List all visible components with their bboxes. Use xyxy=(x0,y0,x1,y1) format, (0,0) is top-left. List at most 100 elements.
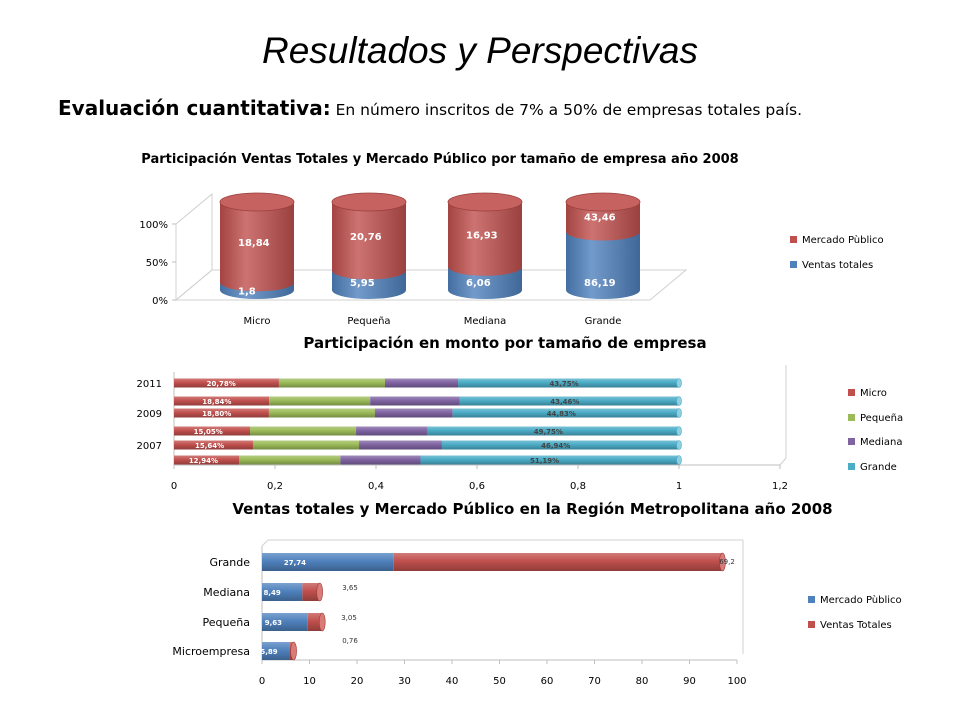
chart1-bar-ventas-totales xyxy=(566,231,640,299)
chart1-cylinder-top xyxy=(219,192,295,212)
chart2-data-label: 44,83% xyxy=(547,410,576,418)
chart1-bar-mercado-pùblico xyxy=(332,202,406,280)
chart3-category-label: Mediana xyxy=(203,586,250,599)
chart3-bar-cap xyxy=(316,582,323,602)
chart2-bar-grande xyxy=(452,408,679,418)
chart2-bar-grande xyxy=(427,426,679,436)
chart3-xtick-label: 10 xyxy=(303,676,316,687)
chart1-data-label: 18,84 xyxy=(238,238,270,249)
chart2-bar-cap xyxy=(676,455,682,465)
chart3-category-label: Pequeña xyxy=(203,616,250,629)
chart1-ytick-label: 0% xyxy=(152,296,168,307)
chart2-bar-micro xyxy=(174,440,253,450)
chart2-bar-pequeña xyxy=(278,378,385,388)
chart2-bar-pequeña xyxy=(239,455,341,465)
chart2-row-label: 2007 xyxy=(137,441,162,452)
chart3-legend-swatch xyxy=(808,621,815,628)
chart3-category-label: Grande xyxy=(209,556,250,569)
chart3-bar-mercado-pùblico xyxy=(262,583,303,601)
chart3-bar-ventas-totales xyxy=(393,553,723,571)
chart2-bar-cap xyxy=(676,426,682,436)
chart3-xtick-label: 50 xyxy=(493,676,506,687)
chart2-bar-cap xyxy=(676,378,682,388)
chart1-bar-ventas-totales xyxy=(448,266,522,299)
chart2-xtick-label: 0 xyxy=(171,481,177,492)
chart2-bar-grande xyxy=(459,396,679,406)
chart1-floor xyxy=(174,269,688,301)
chart3-data-label: 9,63 xyxy=(265,619,282,627)
chart3-data-label: 3,05 xyxy=(341,614,357,622)
chart1-cylinder-top xyxy=(331,192,407,212)
chart2-legend-swatch xyxy=(848,438,855,445)
chart2-bar-pequeña xyxy=(252,440,360,450)
chart3-bar-ventas-totales xyxy=(302,583,320,601)
chart2-row-label: 2011 xyxy=(137,379,162,390)
chart2-data-label: 12,94% xyxy=(189,457,218,465)
chart1-legend-label: Ventas totales xyxy=(802,260,873,271)
chart1-data-label: 1,8 xyxy=(238,286,256,297)
chart1-cylinder-top xyxy=(447,192,523,212)
chart3-legend-label: Mercado Pùblico xyxy=(820,594,902,606)
chart2-legend-label: Micro xyxy=(860,388,887,399)
chart2-data-label: 15,05% xyxy=(194,428,223,436)
chart1-data-label: 5,95 xyxy=(350,278,375,289)
chart2-row-label: 2009 xyxy=(137,409,162,420)
chart3-legend-label: Ventas Totales xyxy=(820,620,892,631)
chart1-category-label: Pequeña xyxy=(347,316,390,327)
chart1-bar-mercado-pùblico xyxy=(448,202,522,276)
chart3-xtick-label: 90 xyxy=(683,676,696,687)
chart2-data-label: 51,19% xyxy=(530,457,559,465)
chart2-title: Participación en monto por tamaño de emp… xyxy=(303,334,707,352)
chart2-bar-pequeña xyxy=(269,396,371,406)
chart3-category-label: Microempresa xyxy=(172,645,250,658)
chart2-depth-edge xyxy=(779,457,787,466)
chart1-category-label: Grande xyxy=(585,316,622,327)
chart2-bar-grande xyxy=(441,440,679,450)
chart1-category-label: Micro xyxy=(244,316,271,327)
chart1-data-label: 86,19 xyxy=(584,278,616,289)
chart1-legend-swatch xyxy=(790,236,797,243)
chart2-bar-mediana xyxy=(340,455,421,465)
chart1-bar-mercado-pùblico xyxy=(220,202,294,292)
chart3-bar-ventas-totales xyxy=(307,613,323,631)
chart2-data-label: 20,78% xyxy=(207,380,236,388)
chart1-title: Participación Ventas Totales y Mercado P… xyxy=(141,152,739,167)
page-title: Resultados y Perspectivas xyxy=(262,30,698,71)
chart2-data-label: 18,84% xyxy=(202,398,231,406)
chart2-data-label: 46,94% xyxy=(541,442,570,450)
chart1-legend-swatch xyxy=(790,261,797,268)
chart2-xtick-label: 1 xyxy=(676,481,682,492)
chart3-title: Ventas totales y Mercado Público en la R… xyxy=(232,500,833,518)
chart3-xtick-label: 20 xyxy=(351,676,364,687)
chart3-xtick-label: 0 xyxy=(259,676,265,687)
chart2-data-label: 43,46% xyxy=(550,398,579,406)
evaluation-lead: Evaluación cuantitativa: xyxy=(58,96,331,120)
chart3-data-label: 3,65 xyxy=(342,584,358,592)
chart1-ytick-label: 100% xyxy=(139,220,168,231)
chart3-data-label: 27,74 xyxy=(284,559,306,567)
chart1-ytick-label: 50% xyxy=(146,258,168,269)
chart2-xtick-label: 0,4 xyxy=(368,481,384,492)
chart3-data-label: 8,49 xyxy=(263,589,280,597)
chart2-bar-mediana xyxy=(370,396,460,406)
chart2-bar-cap xyxy=(676,408,682,418)
chart3-xtick-label: 100 xyxy=(727,676,746,687)
chart3-bar-cap xyxy=(290,641,297,661)
chart2-xtick-label: 0,8 xyxy=(570,481,586,492)
chart2-legend-swatch xyxy=(848,463,855,470)
chart3-bar-mercado-pùblico xyxy=(262,642,290,660)
chart3-bar-cap xyxy=(719,552,726,572)
chart3-xtick-label: 70 xyxy=(588,676,601,687)
chart1-data-label: 20,76 xyxy=(350,232,382,243)
chart2-bar-mediana xyxy=(359,440,442,450)
chart3-data-label: 0,76 xyxy=(342,637,358,645)
chart3-xtick-label: 30 xyxy=(398,676,411,687)
chart2-xtick-label: 0,6 xyxy=(469,481,485,492)
chart2-bar-micro xyxy=(174,408,269,418)
chart2-bar-pequeña xyxy=(268,408,375,418)
chart2-xtick-label: 1,2 xyxy=(772,481,788,492)
chart2-bar-micro xyxy=(174,426,251,436)
